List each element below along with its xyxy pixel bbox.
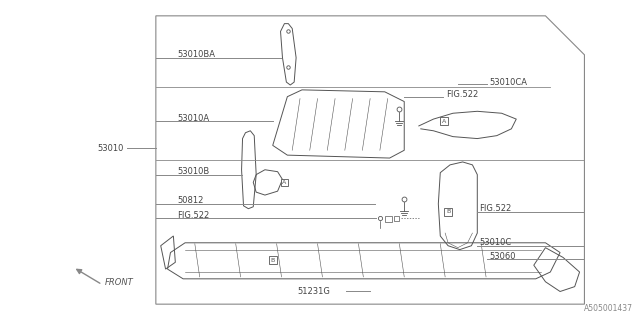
Text: 50812: 50812 <box>177 196 204 205</box>
Text: 53010B: 53010B <box>177 167 209 176</box>
Text: FIG.522: FIG.522 <box>446 90 478 99</box>
Bar <box>385 216 392 222</box>
Text: FIG.522: FIG.522 <box>177 211 209 220</box>
Text: A: A <box>442 118 446 124</box>
Bar <box>394 217 399 221</box>
Text: 53010CA: 53010CA <box>489 77 527 87</box>
Text: FIG.522: FIG.522 <box>479 204 511 213</box>
Bar <box>440 117 448 125</box>
Text: 53010: 53010 <box>97 144 124 153</box>
Bar <box>269 256 276 264</box>
Text: FRONT: FRONT <box>105 278 134 287</box>
Text: B: B <box>271 258 275 263</box>
Text: B: B <box>446 209 450 214</box>
Text: A: A <box>282 180 287 185</box>
Text: 53010A: 53010A <box>177 114 209 123</box>
Text: 53060: 53060 <box>489 252 515 261</box>
Text: A505001437: A505001437 <box>584 304 634 313</box>
Text: 53010C: 53010C <box>479 238 511 247</box>
Bar <box>280 179 289 186</box>
Text: 51231G: 51231G <box>297 287 330 296</box>
Text: 53010BA: 53010BA <box>177 50 215 59</box>
Bar <box>444 208 452 216</box>
